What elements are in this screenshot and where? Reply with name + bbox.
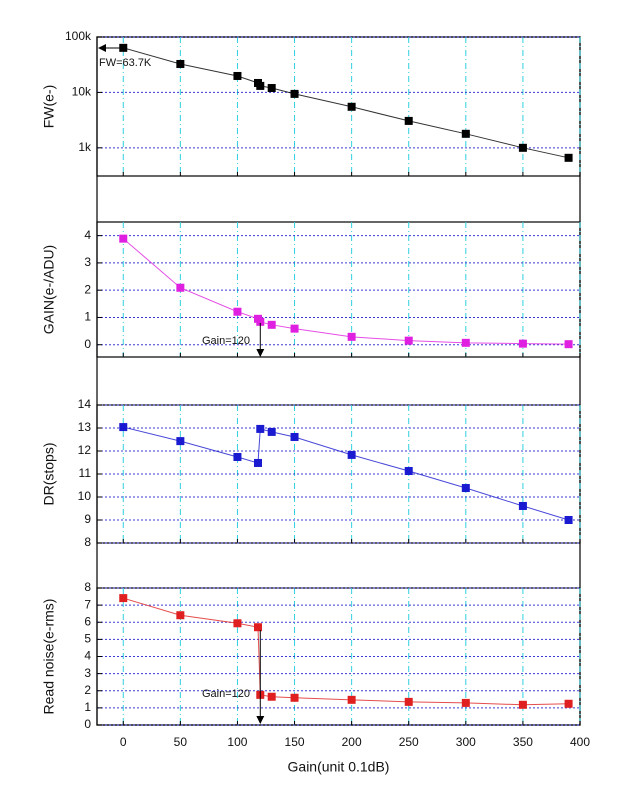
- data-point: [461, 698, 470, 707]
- data-point: [518, 700, 527, 709]
- data-point: [461, 129, 470, 138]
- data-point: [290, 324, 299, 333]
- x-tick-label: 400: [570, 735, 590, 749]
- data-point: [347, 332, 356, 341]
- data-point: [404, 697, 413, 706]
- data-point: [564, 699, 573, 708]
- x-tick-label: 150: [285, 735, 305, 749]
- data-point: [461, 338, 470, 347]
- data-point: [233, 619, 242, 628]
- data-point: [518, 143, 527, 152]
- panel: [96, 36, 581, 177]
- data-point: [518, 339, 527, 348]
- x-tick-label: 250: [399, 735, 419, 749]
- data-point: [254, 458, 262, 467]
- y-tick-label: 13: [78, 420, 92, 434]
- data-point: [119, 43, 128, 52]
- x-tick-label: 200: [342, 735, 362, 749]
- y-tick-label: 10: [78, 489, 92, 503]
- y-tick-label: 14: [78, 397, 92, 411]
- x-tick-label: 350: [513, 735, 533, 749]
- y-axis-label: Read noise(e-rms): [41, 599, 57, 715]
- data-point: [404, 467, 413, 476]
- y-tick-label: 0: [84, 717, 91, 731]
- data-point: [404, 116, 413, 125]
- y-tick-label: 9: [84, 512, 91, 526]
- data-point: [176, 437, 185, 446]
- data-point: [404, 336, 413, 345]
- data-point: [347, 450, 356, 459]
- y-tick-label: 10k: [72, 85, 92, 99]
- data-point: [564, 340, 573, 349]
- data-point: [347, 695, 356, 704]
- y-tick-label: 2: [84, 282, 91, 296]
- y-tick-label: 8: [84, 580, 91, 594]
- data-point: [233, 71, 242, 80]
- data-point: [119, 234, 128, 243]
- data-point: [290, 89, 299, 98]
- data-point: [254, 623, 262, 632]
- y-tick-label: 1: [84, 310, 91, 324]
- data-point: [518, 501, 527, 510]
- y-tick-label: 8: [84, 535, 91, 549]
- data-point: [267, 692, 276, 701]
- data-point: [176, 283, 185, 292]
- panel: [96, 221, 581, 358]
- annotation: Gain=120: [202, 335, 250, 347]
- y-tick-label: 4: [84, 649, 91, 663]
- x-tick-label: 300: [456, 735, 476, 749]
- data-line: [123, 47, 569, 159]
- data-point: [256, 81, 265, 90]
- data-point: [233, 452, 242, 461]
- data-point: [564, 153, 573, 162]
- data-line: [123, 597, 569, 706]
- data-point: [347, 102, 356, 111]
- annotation: Gain=120: [202, 688, 250, 700]
- data-point: [233, 307, 242, 316]
- y-tick-label: 3: [84, 666, 91, 680]
- x-tick-label: 50: [174, 735, 188, 749]
- y-tick-label: 11: [79, 466, 92, 480]
- data-line: [122, 238, 569, 345]
- y-axis-label: DR(stops): [41, 442, 57, 505]
- y-tick-label: 1k: [78, 140, 92, 154]
- y-tick-label: 7: [84, 597, 91, 611]
- data-point: [461, 484, 470, 493]
- data-point: [119, 594, 128, 603]
- x-tick-label: 100: [227, 735, 247, 749]
- data-point: [176, 59, 185, 68]
- y-tick-label: 12: [78, 443, 92, 457]
- data-point: [119, 423, 128, 432]
- data-point: [564, 516, 573, 524]
- x-tick-label: 0: [120, 735, 127, 749]
- y-tick-label: 5: [84, 632, 91, 646]
- y-tick-label: 6: [84, 614, 91, 628]
- y-axis-label: GAIN(e-/ADU): [41, 245, 57, 334]
- data-point: [256, 424, 265, 433]
- y-axis-label: FW(e-): [41, 85, 57, 129]
- annotation: FW=63.7K: [99, 57, 152, 69]
- y-tick-label: 3: [84, 255, 91, 269]
- data-point: [267, 84, 276, 93]
- y-tick-label: 1: [84, 700, 91, 714]
- data-point: [256, 317, 265, 326]
- data-point: [267, 320, 276, 329]
- data-point: [290, 432, 299, 441]
- data-point: [267, 427, 276, 436]
- data-point: [290, 693, 299, 702]
- y-tick-label: 4: [84, 228, 91, 242]
- x-axis-label: Gain(unit 0.1dB): [288, 759, 390, 775]
- data-point: [176, 611, 185, 620]
- y-tick-label: 0: [84, 337, 91, 351]
- y-tick-label: 2: [84, 683, 91, 697]
- data-line: [123, 426, 569, 521]
- y-tick-label: 100k: [65, 29, 92, 43]
